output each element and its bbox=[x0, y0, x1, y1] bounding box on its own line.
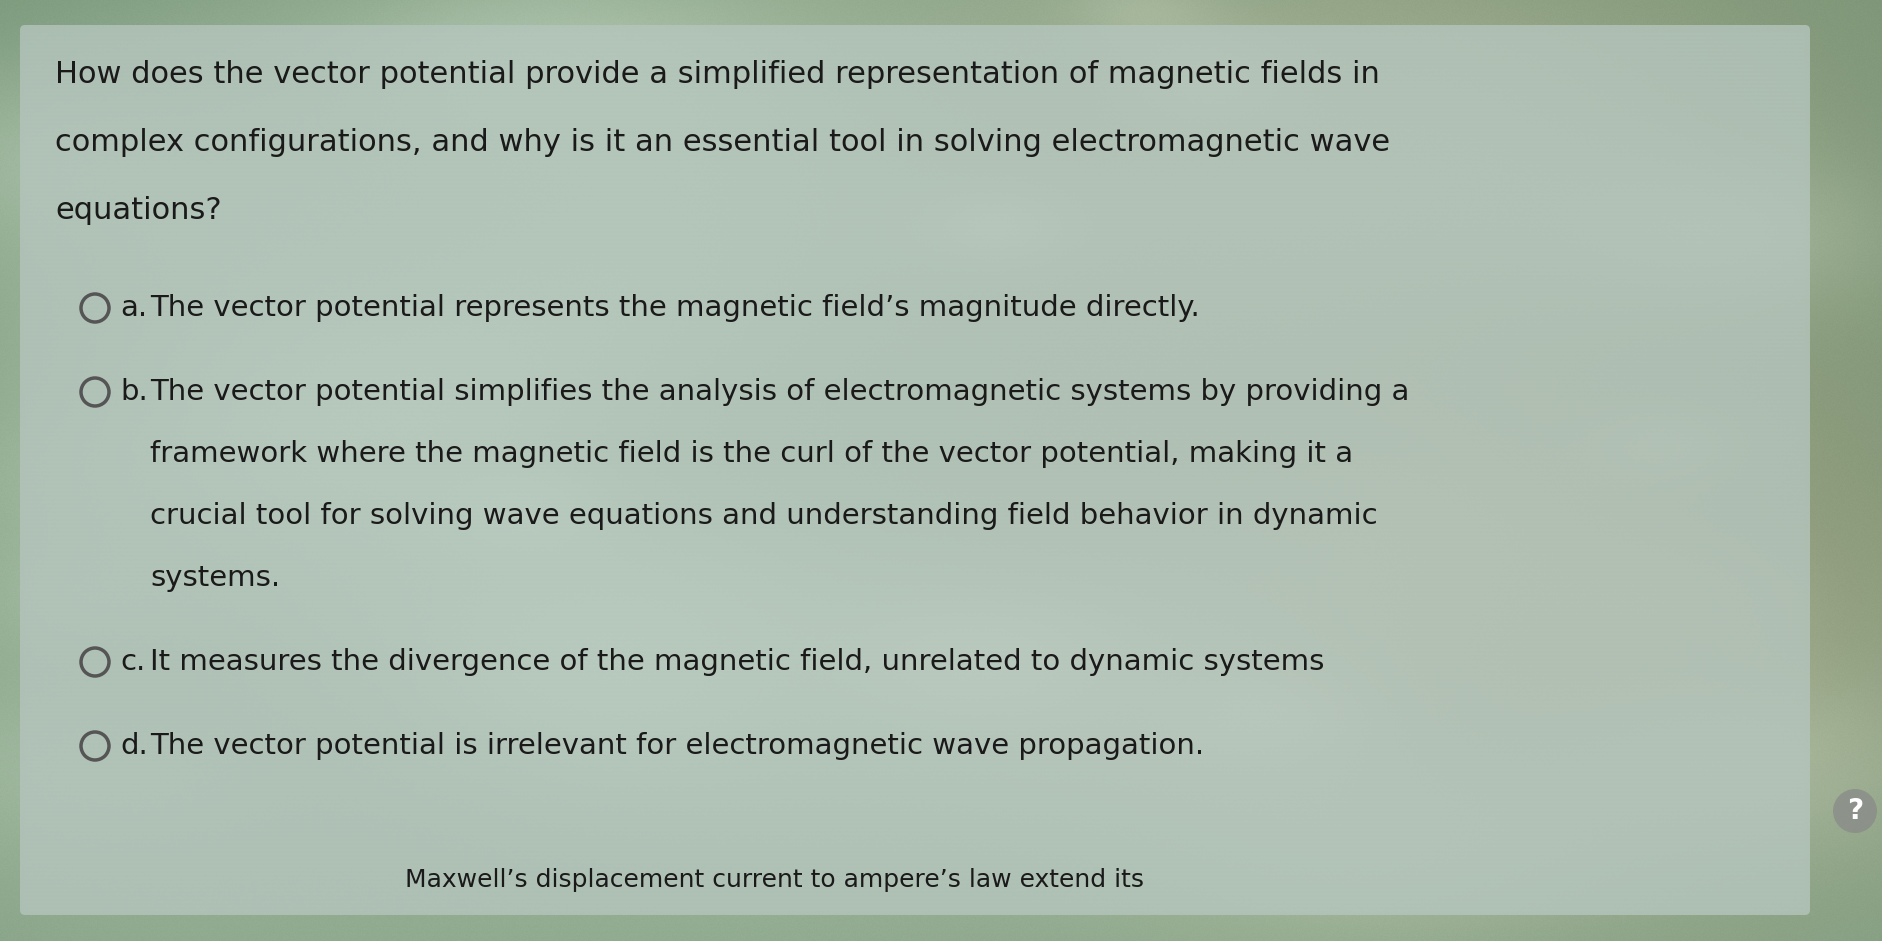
Text: c.: c. bbox=[120, 648, 145, 676]
Text: ?: ? bbox=[1846, 797, 1861, 825]
Text: a.: a. bbox=[120, 294, 147, 322]
Circle shape bbox=[1831, 789, 1876, 833]
Text: framework where the magnetic field is the curl of the vector potential, making i: framework where the magnetic field is th… bbox=[151, 440, 1353, 468]
Text: How does the vector potential provide a simplified representation of magnetic fi: How does the vector potential provide a … bbox=[55, 60, 1380, 89]
Text: equations?: equations? bbox=[55, 196, 222, 225]
Text: d.: d. bbox=[120, 732, 147, 760]
Text: The vector potential is irrelevant for electromagnetic wave propagation.: The vector potential is irrelevant for e… bbox=[151, 732, 1203, 760]
Text: complex configurations, and why is it an essential tool in solving electromagnet: complex configurations, and why is it an… bbox=[55, 128, 1389, 157]
FancyBboxPatch shape bbox=[21, 25, 1809, 915]
Text: Maxwell’s displacement current to ampere’s law extend its: Maxwell’s displacement current to ampere… bbox=[405, 868, 1144, 892]
Text: b.: b. bbox=[120, 378, 147, 406]
Text: The vector potential represents the magnetic field’s magnitude directly.: The vector potential represents the magn… bbox=[151, 294, 1199, 322]
Text: crucial tool for solving wave equations and understanding field behavior in dyna: crucial tool for solving wave equations … bbox=[151, 502, 1378, 530]
Text: systems.: systems. bbox=[151, 564, 280, 592]
Text: The vector potential simplifies the analysis of electromagnetic systems by provi: The vector potential simplifies the anal… bbox=[151, 378, 1408, 406]
Text: It measures the divergence of the magnetic field, unrelated to dynamic systems: It measures the divergence of the magnet… bbox=[151, 648, 1323, 676]
